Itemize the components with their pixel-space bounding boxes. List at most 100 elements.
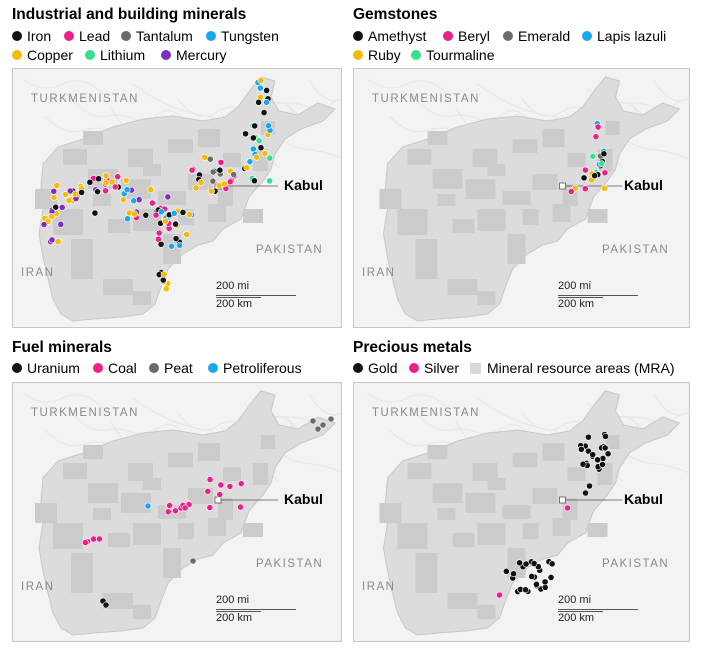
- deposit-dot: [65, 197, 73, 204]
- deposit-dot: [265, 122, 272, 130]
- deposit-dot: [162, 217, 169, 225]
- mra-area: [502, 191, 531, 205]
- kabul-marker: [559, 182, 566, 190]
- deposit-dot: [123, 186, 131, 194]
- mra-area: [407, 463, 432, 479]
- panel-title: Precious metals: [353, 339, 472, 356]
- legend-item-lead: Lead: [64, 28, 110, 44]
- deposit-dot: [58, 204, 66, 211]
- legend: Gold Silver Mineral resource areas (MRA): [353, 360, 690, 382]
- legend-item-tungsten: Tungsten: [206, 28, 279, 44]
- deposit-dot: [582, 166, 589, 174]
- deposit-dot: [160, 270, 168, 278]
- legend-dot-icon: [12, 363, 22, 373]
- deposit-dot: [253, 153, 261, 161]
- deposit-dot: [162, 285, 170, 293]
- deposit-dot: [249, 145, 257, 153]
- scale-bar: 200 mi 200 km: [558, 594, 638, 626]
- terrain-line: [22, 78, 104, 95]
- deposit-dot: [260, 109, 268, 116]
- legend-item-lapis-lazuli: Lapis lazuli: [582, 28, 666, 44]
- deposit-dot: [601, 184, 608, 192]
- kabul-marker: [214, 496, 222, 504]
- deposit-dot: [57, 220, 65, 228]
- deposit-dot: [591, 172, 599, 180]
- afghanistan-shape: [382, 76, 681, 322]
- mra-area: [487, 478, 506, 490]
- legend-item-tourmaline: Tourmaline: [411, 47, 494, 63]
- deposit-dot: [164, 508, 172, 516]
- mra-area: [133, 523, 161, 545]
- mra-area: [243, 209, 263, 223]
- deposit-dot: [172, 507, 179, 515]
- mra-area: [427, 445, 448, 459]
- legend-dot-icon: [121, 31, 131, 41]
- mra-area: [223, 467, 241, 481]
- mra-area: [567, 467, 586, 481]
- deposit-dot: [192, 184, 200, 192]
- mra-area: [198, 443, 220, 461]
- legend-item-emerald: Emerald: [503, 28, 570, 44]
- map-frame: TURKMENISTAN PAKISTAN IRAN Kabul 200 mi …: [12, 68, 342, 328]
- legend-item-gold: Gold: [353, 360, 398, 376]
- deposit-dot: [188, 166, 196, 174]
- mra-area: [83, 445, 103, 459]
- mra-area: [477, 523, 506, 545]
- map-svg: [22, 76, 341, 322]
- deposit-dot: [155, 229, 163, 237]
- deposit-dot: [604, 450, 612, 458]
- mra-area: [168, 139, 193, 153]
- deposit-dot: [40, 221, 48, 228]
- kabul-marker: [559, 496, 566, 504]
- mra-area: [477, 209, 506, 231]
- deposit-dot: [522, 560, 530, 568]
- deposit-dot: [50, 193, 58, 201]
- legend-dot-icon: [12, 50, 22, 60]
- legend: Uranium Coal Peat Petroliferous: [12, 360, 342, 382]
- legend-item-tantalum: Tantalum: [121, 28, 193, 44]
- deposit-dot: [582, 489, 589, 497]
- deposit-dot: [256, 84, 264, 92]
- mra-area: [605, 121, 620, 135]
- deposit-dot: [261, 150, 269, 157]
- deposit-dot: [579, 460, 587, 468]
- legend-item-mra: Mineral resource areas (MRA): [470, 360, 675, 376]
- mra-area: [452, 533, 475, 547]
- legend-dot-icon: [411, 50, 421, 60]
- mra-area: [512, 453, 538, 467]
- legend-item-ruby: Ruby: [353, 47, 401, 63]
- mra-area: [243, 523, 263, 537]
- mra-area: [103, 279, 133, 295]
- scale-bar: 200 mi 200 km: [558, 280, 638, 312]
- deposit-dot: [206, 504, 214, 511]
- terrain-line: [66, 92, 148, 127]
- mra-area: [512, 139, 538, 153]
- legend-item-coal: Coal: [93, 360, 137, 376]
- mra-area: [415, 553, 438, 593]
- country-label-pakistan: PAKISTAN: [602, 244, 670, 256]
- deposit-dot: [144, 502, 152, 510]
- mra-area: [397, 523, 428, 549]
- legend-item-copper: Copper: [12, 47, 73, 63]
- mra-area: [121, 493, 151, 513]
- mra-area: [143, 164, 161, 176]
- deposit-dot: [257, 144, 265, 152]
- mra-area: [168, 453, 193, 467]
- deposit-dot: [586, 482, 593, 490]
- deposit-dot: [309, 417, 317, 425]
- deposit-dot: [251, 177, 258, 185]
- legend-item-peat: Peat: [149, 360, 193, 376]
- country-label-iran: IRAN: [362, 267, 396, 279]
- mra-area: [379, 189, 402, 209]
- mra-area: [128, 463, 153, 481]
- mra-area: [437, 194, 456, 206]
- deposit-dot: [208, 187, 215, 195]
- legend-dot-icon: [353, 31, 363, 41]
- deposit-dot: [496, 591, 503, 599]
- deposit-dot: [102, 187, 109, 195]
- legend-dot-icon: [93, 363, 103, 373]
- legend-dot-icon: [64, 31, 74, 41]
- deposit-dot: [510, 570, 517, 578]
- deposit-dot: [164, 193, 172, 201]
- mra-area: [477, 291, 496, 305]
